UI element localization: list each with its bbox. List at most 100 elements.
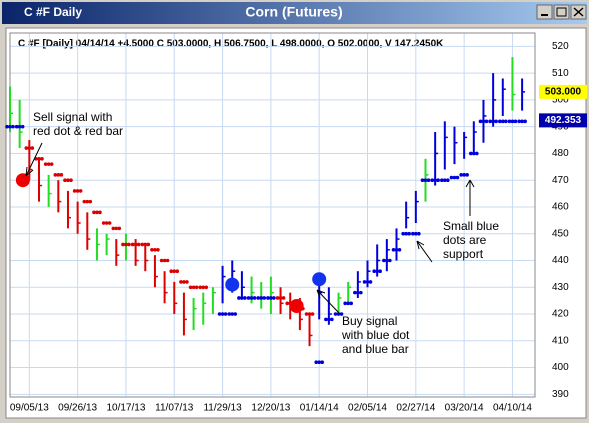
stop-dot bbox=[446, 178, 450, 183]
annotation: red dot & red bar bbox=[33, 124, 123, 138]
stop-dot bbox=[159, 258, 164, 263]
stop-dot bbox=[269, 296, 273, 300]
stop-dot bbox=[75, 189, 80, 193]
stop-dot bbox=[5, 124, 9, 129]
window-buttons[interactable] bbox=[536, 4, 587, 20]
stop-dot bbox=[513, 119, 518, 124]
stop-dot bbox=[443, 178, 447, 183]
stop-dot bbox=[285, 301, 290, 306]
stop-dot bbox=[117, 226, 122, 231]
stop-dot bbox=[275, 296, 280, 300]
stop-dot bbox=[217, 312, 222, 316]
y-tick-label: 420 bbox=[552, 309, 569, 320]
stop-dot bbox=[201, 285, 206, 290]
stop-dot bbox=[266, 296, 270, 300]
stop-dot bbox=[107, 221, 112, 225]
stop-dot bbox=[452, 175, 457, 180]
stop-dot bbox=[249, 296, 254, 300]
stop-dot bbox=[20, 124, 25, 129]
stop-dot bbox=[43, 162, 48, 166]
stop-dot bbox=[92, 210, 96, 215]
stop-dot bbox=[359, 290, 363, 295]
stop-dot bbox=[252, 296, 257, 300]
y-tick-label: 500 bbox=[552, 95, 569, 106]
stop-dot bbox=[469, 151, 473, 156]
stop-dot bbox=[53, 173, 58, 177]
signal-dot bbox=[312, 272, 327, 287]
price-label-box bbox=[539, 113, 587, 128]
price-label: 492.353 bbox=[545, 115, 582, 126]
y-tick-label: 400 bbox=[552, 362, 569, 373]
stop-dot bbox=[346, 301, 350, 306]
y-tick-label: 450 bbox=[552, 228, 569, 239]
y-tick-label: 390 bbox=[552, 389, 569, 400]
stop-dot bbox=[204, 285, 209, 290]
stop-dot bbox=[121, 242, 125, 247]
stop-dot bbox=[397, 247, 402, 252]
x-tick-label: 11/07/13 bbox=[155, 403, 194, 414]
stop-dot bbox=[230, 312, 235, 316]
stop-dot bbox=[162, 258, 167, 263]
stop-dot bbox=[46, 162, 51, 166]
stop-dot bbox=[27, 146, 32, 150]
stop-dot bbox=[494, 119, 498, 124]
stop-dot bbox=[394, 247, 399, 252]
stop-dot bbox=[365, 280, 370, 284]
annotation: and blue bar bbox=[342, 342, 409, 356]
stop-dot bbox=[484, 119, 489, 124]
stop-dot bbox=[30, 146, 35, 150]
stop-dot bbox=[507, 119, 512, 124]
signal-dot bbox=[15, 173, 30, 188]
stop-dot bbox=[333, 312, 338, 316]
stop-dot bbox=[101, 221, 106, 225]
y-tick-label: 520 bbox=[552, 41, 569, 52]
y-tick-label: 510 bbox=[552, 68, 569, 79]
stop-dot bbox=[59, 173, 64, 177]
stop-dot bbox=[401, 231, 405, 236]
stop-dot bbox=[8, 124, 12, 129]
stop-dot bbox=[246, 296, 251, 300]
stop-dot bbox=[407, 231, 411, 236]
stop-dot bbox=[37, 156, 41, 161]
stop-dot bbox=[430, 178, 434, 183]
window-center-title: Corn (Futures) bbox=[245, 4, 342, 20]
stop-dot bbox=[223, 312, 228, 316]
plot-border bbox=[9, 32, 536, 398]
chart-header: C #F [Daily] 04/14/14 +4.5000 C 503.0000… bbox=[18, 39, 444, 50]
stop-dot bbox=[127, 242, 131, 247]
x-tick-label: 04/10/14 bbox=[493, 403, 532, 414]
stop-dot bbox=[375, 269, 379, 274]
stop-dot bbox=[188, 285, 193, 290]
stop-dot bbox=[440, 178, 444, 183]
stop-dot bbox=[510, 119, 515, 124]
stop-dot bbox=[24, 146, 29, 150]
stop-dot bbox=[104, 221, 109, 225]
stop-dot bbox=[114, 226, 119, 231]
annotation: Small blue bbox=[443, 219, 499, 233]
annotation: with blue dot bbox=[341, 328, 410, 342]
price-label: 503.000 bbox=[545, 87, 582, 98]
stop-dot bbox=[433, 178, 437, 183]
stop-dot bbox=[88, 199, 93, 204]
y-tick-label: 440 bbox=[552, 255, 569, 266]
stop-dot bbox=[175, 269, 180, 274]
stop-dot bbox=[497, 119, 502, 124]
stop-dot bbox=[69, 178, 73, 183]
stop-dot bbox=[372, 269, 376, 274]
arrows bbox=[25, 142, 475, 315]
stop-dot bbox=[382, 258, 386, 263]
stop-dot bbox=[98, 210, 102, 215]
stop-dot bbox=[82, 199, 87, 204]
stop-dot bbox=[488, 119, 492, 124]
stop-dot bbox=[343, 301, 347, 306]
stop-dot bbox=[388, 258, 392, 263]
stop-dot bbox=[491, 119, 495, 124]
stop-dot bbox=[256, 296, 261, 300]
stop-dot bbox=[353, 290, 357, 295]
stop-dot bbox=[17, 124, 22, 129]
stop-dot bbox=[237, 296, 241, 300]
price-label-box bbox=[539, 84, 587, 99]
stop-dot bbox=[478, 119, 483, 124]
stop-dot bbox=[227, 312, 232, 316]
